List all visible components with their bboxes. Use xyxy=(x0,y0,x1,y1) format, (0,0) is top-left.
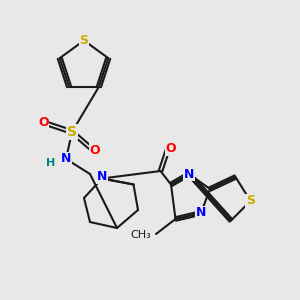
Text: O: O xyxy=(166,142,176,155)
Text: N: N xyxy=(196,206,206,220)
Text: CH₃: CH₃ xyxy=(131,230,152,241)
Text: N: N xyxy=(61,152,71,166)
Text: O: O xyxy=(38,116,49,130)
Text: H: H xyxy=(46,158,56,169)
Text: S: S xyxy=(246,194,255,208)
Text: S: S xyxy=(80,34,88,47)
Text: N: N xyxy=(97,170,107,184)
Text: N: N xyxy=(184,167,194,181)
Text: S: S xyxy=(67,125,77,139)
Text: O: O xyxy=(89,143,100,157)
